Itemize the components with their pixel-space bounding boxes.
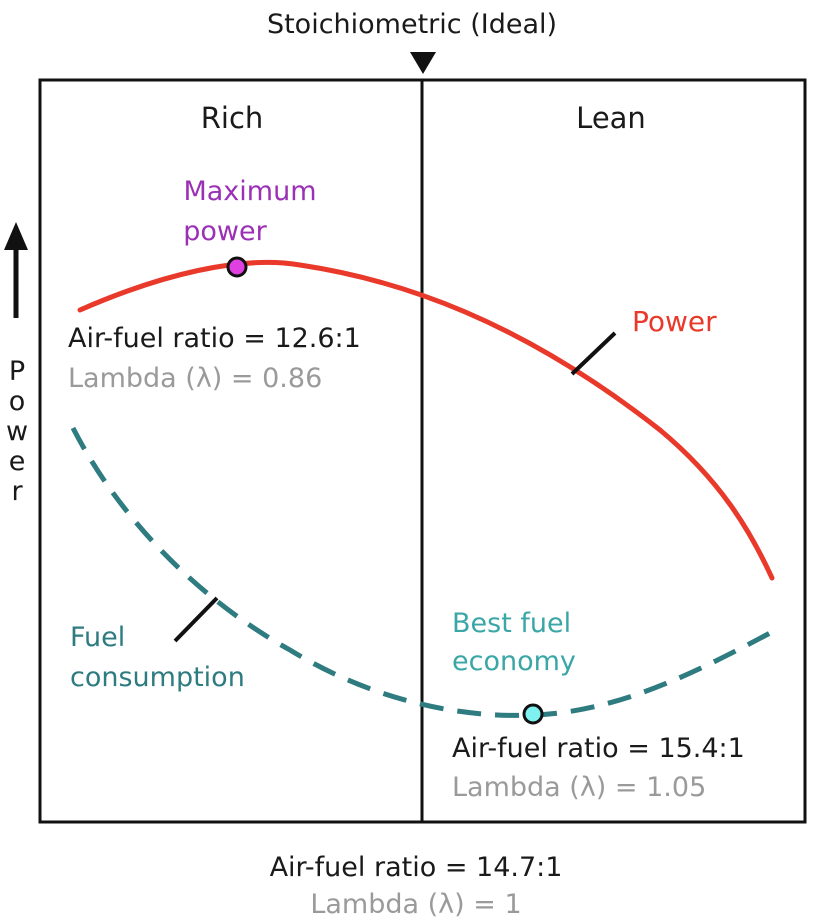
best-economy-afr: Air-fuel ratio = 15.4:1: [452, 733, 745, 764]
max-power-lambda: Lambda (λ) = 0.86: [68, 363, 322, 394]
fuel-leader-line: [173, 596, 219, 643]
region-label-lean: Lean: [576, 101, 646, 135]
region-label-rich: Rich: [201, 101, 264, 135]
stoich-lambda: Lambda (λ) = 1: [310, 889, 521, 920]
max-power-marker: [226, 256, 248, 278]
max-power-afr: Air-fuel ratio = 12.6:1: [68, 323, 361, 354]
power-curve: [77, 259, 775, 581]
fuel-consumption-curve: [70, 426, 774, 718]
y-axis-arrow-icon: [4, 222, 28, 250]
best-economy-title-line1: Best fuel: [452, 608, 571, 639]
fuel-label-line1: Fuel: [70, 622, 125, 653]
power-leader-line: [570, 331, 617, 376]
stoich-afr: Air-fuel ratio = 14.7:1: [270, 852, 563, 883]
max-power-title-line2: power: [183, 216, 267, 247]
max-power-title-line1: Maximum: [183, 176, 316, 207]
best-economy-lambda: Lambda (λ) = 1.05: [452, 772, 706, 803]
stoichiometric-label: Stoichiometric (Ideal): [267, 9, 557, 40]
stoichiometric-arrow-icon: [410, 52, 436, 74]
best-economy-title-line2: economy: [452, 646, 576, 677]
fuel-label-line2: consumption: [70, 662, 245, 693]
best-economy-marker: [522, 703, 544, 725]
power-curve-label: Power: [632, 305, 717, 338]
